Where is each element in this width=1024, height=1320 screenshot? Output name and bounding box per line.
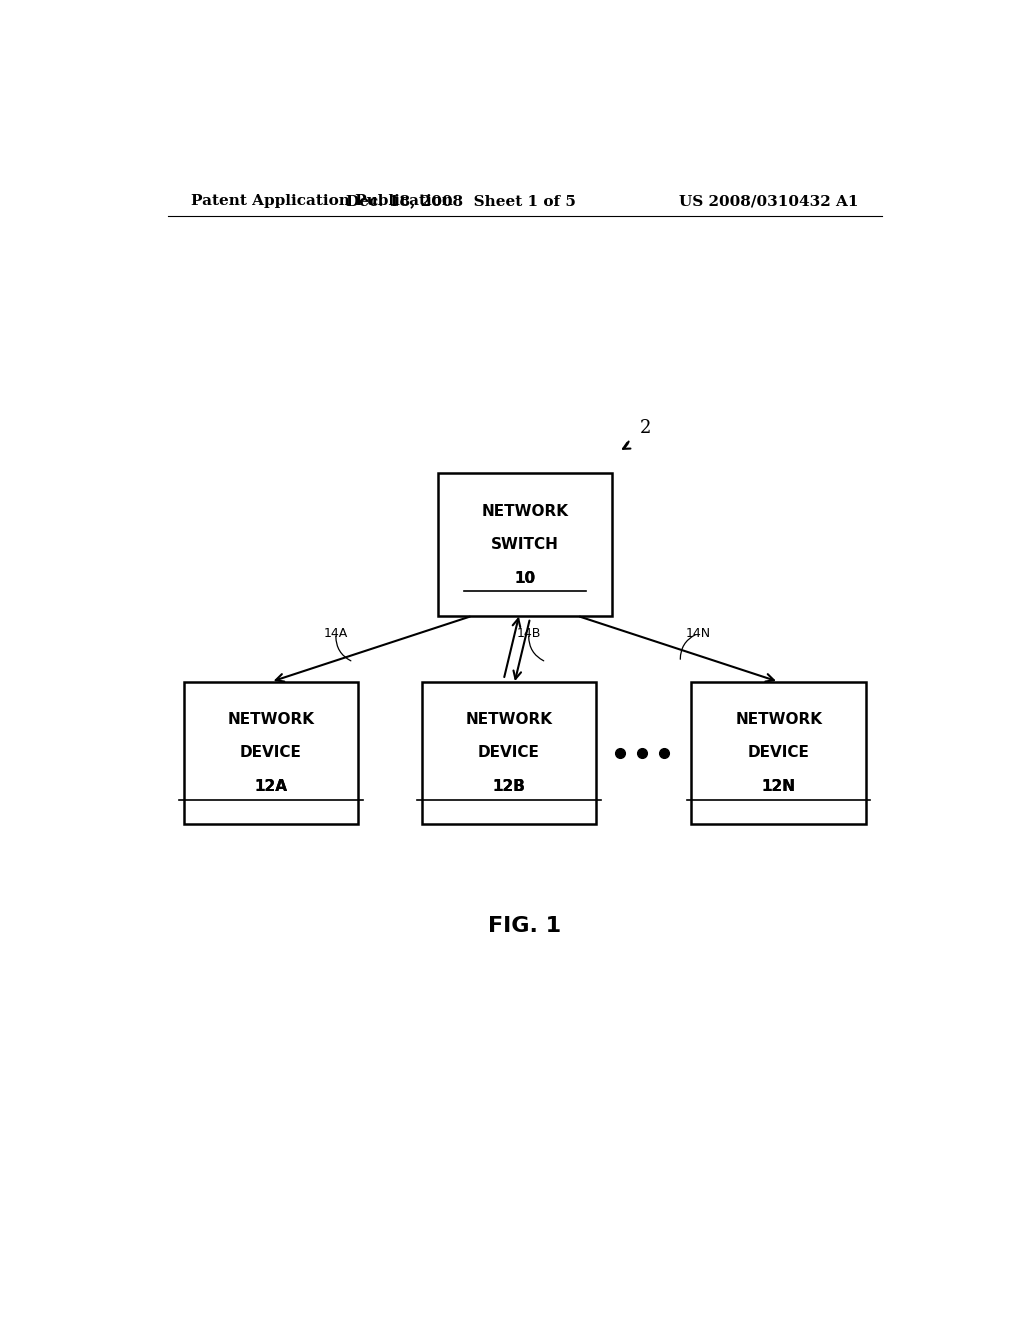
Text: Dec. 18, 2008  Sheet 1 of 5: Dec. 18, 2008 Sheet 1 of 5: [346, 194, 577, 209]
Bar: [691, 682, 866, 824]
Text: 12B: 12B: [493, 779, 525, 795]
Bar: [422, 682, 596, 824]
Text: DEVICE: DEVICE: [478, 746, 540, 760]
Text: NETWORK: NETWORK: [735, 711, 822, 727]
Text: NETWORK: NETWORK: [466, 711, 552, 727]
Text: NETWORK: NETWORK: [481, 504, 568, 519]
Text: 12N: 12N: [762, 779, 796, 795]
Text: Patent Application Publication: Patent Application Publication: [191, 194, 454, 209]
Text: 10: 10: [514, 570, 536, 586]
Bar: [183, 682, 358, 824]
Text: 12B: 12B: [493, 779, 525, 795]
Text: 12A: 12A: [254, 779, 288, 795]
Text: 12A: 12A: [254, 779, 288, 795]
Text: SWITCH: SWITCH: [490, 537, 559, 552]
Text: FIG. 1: FIG. 1: [488, 916, 561, 936]
Text: 10: 10: [514, 570, 536, 586]
Text: 12N: 12N: [762, 779, 796, 795]
Text: 12A: 12A: [254, 779, 288, 795]
Text: 10: 10: [514, 570, 536, 586]
Text: DEVICE: DEVICE: [240, 746, 302, 760]
Text: 14A: 14A: [324, 627, 348, 640]
Bar: [437, 474, 612, 615]
Text: 12N: 12N: [762, 779, 796, 795]
Text: 14N: 14N: [685, 627, 711, 640]
Text: 12A: 12A: [254, 779, 288, 795]
Text: DEVICE: DEVICE: [748, 746, 810, 760]
Text: 12B: 12B: [493, 779, 525, 795]
Text: 12B: 12B: [493, 779, 525, 795]
Text: 12N: 12N: [762, 779, 796, 795]
Text: 14B: 14B: [516, 627, 541, 640]
Text: US 2008/0310432 A1: US 2008/0310432 A1: [679, 194, 858, 209]
Text: 10: 10: [514, 570, 536, 586]
Text: NETWORK: NETWORK: [227, 711, 314, 727]
Text: 2: 2: [640, 418, 651, 437]
